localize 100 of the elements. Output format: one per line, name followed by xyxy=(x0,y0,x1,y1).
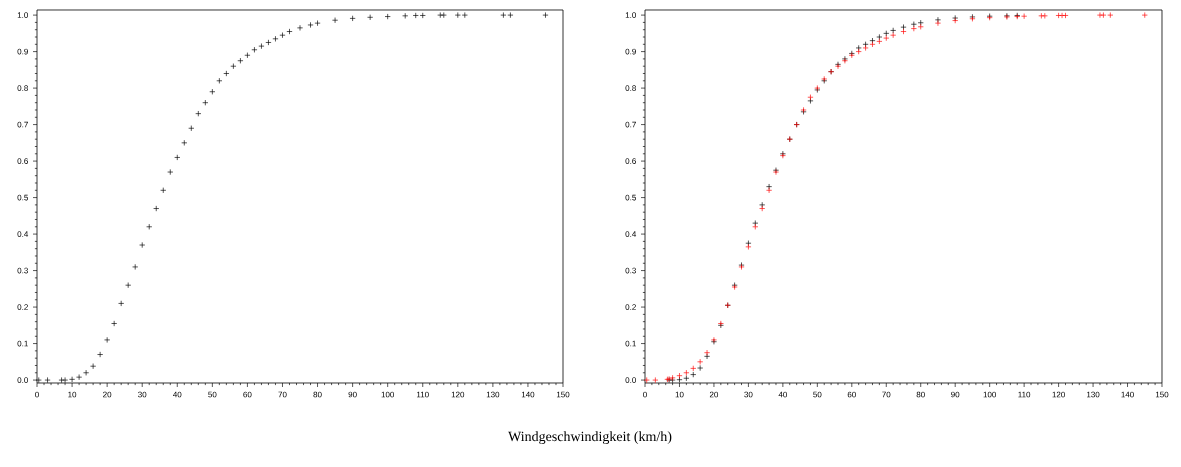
point xyxy=(759,205,766,212)
point xyxy=(307,21,314,28)
y-tick-label: 1.0 xyxy=(17,12,28,18)
point xyxy=(44,377,51,384)
x-tick-label: 130 xyxy=(486,391,500,398)
point xyxy=(542,12,549,19)
point xyxy=(690,365,697,372)
y-tick-label: 0.4 xyxy=(17,231,29,237)
point xyxy=(279,32,286,39)
x-tick-label: 20 xyxy=(103,391,112,398)
point xyxy=(1059,12,1066,19)
point xyxy=(332,17,339,24)
point xyxy=(286,28,293,35)
x-tick-label: 120 xyxy=(1052,391,1065,398)
point xyxy=(1100,12,1107,19)
x-tick-label: 10 xyxy=(675,391,684,398)
x-tick-label: 40 xyxy=(173,391,182,398)
y-tick-label: 0.6 xyxy=(17,158,28,164)
x-tick-label: 20 xyxy=(709,391,719,398)
x-axis-title: Windgeschwindigkeit (km/h) xyxy=(508,431,672,444)
y-tick-label: 0.7 xyxy=(17,121,28,128)
point xyxy=(1107,12,1114,19)
point xyxy=(934,16,941,23)
x-tick-label: 30 xyxy=(138,391,147,398)
point xyxy=(910,21,917,28)
point xyxy=(272,35,279,42)
point xyxy=(402,12,409,19)
point xyxy=(690,371,697,378)
point xyxy=(676,376,683,383)
x-tick-label: 80 xyxy=(916,391,925,398)
x-tick-label: 70 xyxy=(278,391,287,398)
point xyxy=(251,46,258,53)
x-tick-label: 50 xyxy=(208,391,217,398)
point xyxy=(454,12,461,19)
x-tick-label: 70 xyxy=(882,391,891,398)
x-tick-label: 150 xyxy=(556,391,570,398)
point xyxy=(855,48,862,55)
point xyxy=(367,14,374,21)
y-tick-label: 0.9 xyxy=(625,48,636,55)
x-tick-label: 50 xyxy=(813,391,822,398)
x-tick-label: 60 xyxy=(243,391,252,398)
point xyxy=(160,187,167,194)
y-tick-label: 0.7 xyxy=(625,121,636,128)
point xyxy=(125,282,132,289)
x-tick-label: 140 xyxy=(521,391,535,398)
point xyxy=(412,12,419,19)
point xyxy=(237,57,244,64)
point xyxy=(132,263,139,270)
point xyxy=(230,63,237,70)
point xyxy=(876,34,883,41)
y-tick-label: 0.5 xyxy=(17,194,28,201)
point xyxy=(676,372,683,379)
point xyxy=(90,363,97,370)
point xyxy=(883,30,890,37)
x-tick-label: 80 xyxy=(313,391,322,398)
point xyxy=(683,375,690,382)
point xyxy=(419,12,426,19)
point xyxy=(244,52,251,59)
point xyxy=(139,242,146,249)
y-tick-label: 0.8 xyxy=(17,85,28,91)
point xyxy=(869,37,876,44)
point xyxy=(1041,12,1048,19)
point xyxy=(202,99,209,106)
point xyxy=(1096,12,1103,19)
point xyxy=(209,88,216,95)
point xyxy=(76,374,83,381)
point xyxy=(917,19,924,26)
point xyxy=(153,205,160,212)
point xyxy=(195,110,202,117)
point xyxy=(876,38,883,45)
y-tick-label: 0.8 xyxy=(625,85,636,91)
x-tick-label: 110 xyxy=(416,391,429,398)
point xyxy=(910,25,917,32)
point xyxy=(223,70,230,77)
point xyxy=(1062,12,1069,19)
y-tick-label: 0.2 xyxy=(625,304,636,310)
point xyxy=(104,336,111,343)
y-tick-label: 0.2 xyxy=(17,304,28,310)
x-tick-label: 90 xyxy=(348,391,357,398)
point xyxy=(507,12,514,19)
y-tick-label: 0.0 xyxy=(17,377,28,383)
x-tick-label: 100 xyxy=(983,391,997,398)
point xyxy=(167,169,174,176)
point xyxy=(437,12,444,19)
point xyxy=(643,377,650,384)
point xyxy=(69,376,76,383)
x-tick-label: 110 xyxy=(1018,391,1031,398)
x-tick-label: 120 xyxy=(451,391,465,398)
point xyxy=(766,183,773,190)
point xyxy=(1141,12,1148,19)
point xyxy=(890,32,897,39)
x-tick-label: 0 xyxy=(35,391,39,398)
y-tick-label: 1.0 xyxy=(625,12,636,18)
point xyxy=(97,351,104,358)
point xyxy=(216,77,223,84)
x-tick-label: 100 xyxy=(381,391,395,398)
point xyxy=(697,358,704,365)
point xyxy=(900,28,907,35)
point xyxy=(111,320,118,327)
x-tick-label: 130 xyxy=(1087,391,1100,398)
